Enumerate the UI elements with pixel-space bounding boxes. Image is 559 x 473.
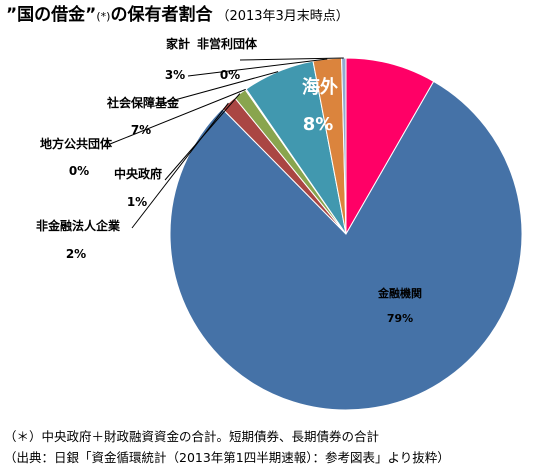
leader-line-shakai-hosho <box>159 71 279 105</box>
slice-label-hikinyu-hojin: 非金融法人企業 <box>36 218 121 233</box>
pie-slice-kaigai <box>345 57 435 236</box>
slice-percent-kaigai: 8% <box>303 114 334 135</box>
slice-percent-hieiri: 0% <box>220 68 240 82</box>
slice-label-kaigai: 海外 <box>302 76 338 98</box>
title-rest: の保有者割合 <box>110 5 213 25</box>
chart-title: ”国の借金”(*)の保有者割合 （2013年3月末時点） <box>6 4 349 28</box>
slice-label-hieiri: 非営利団体 <box>197 36 258 51</box>
pie-chart: 海外 8% 金融機関 79% 非金融法人企業 2% 中央政府 1% 地方公共団体 0% 社会保障基金… <box>36 36 523 411</box>
title-main: ”国の借金” <box>6 5 97 25</box>
leader-line-kakei <box>187 58 328 77</box>
pie-slice-kinyu-kikan <box>169 80 523 411</box>
title-mark: (*) <box>96 10 111 23</box>
slice-label-chiho-kokyo: 地方公共団体 <box>40 136 113 151</box>
slice-percent-kakei: 3% <box>165 68 185 82</box>
slice-percent-hikinyu-hojin: 2% <box>66 247 86 261</box>
footnotes: （＊）中央政府＋財政融資資金の合計。短期債券、長期債券の合計 （出典：日銀「資金… <box>4 426 559 468</box>
slice-percent-kinyu-kikan: 79% <box>387 312 413 325</box>
slice-label-kakei: 家計 <box>166 36 190 51</box>
slice-percent-chuo-seifu: 1% <box>127 195 147 209</box>
title-date: （2013年3月末時点） <box>216 9 349 24</box>
footnote-source: （出典：日銀「資金循環統計（2013年第1四半期速報）：参考図表」より抜粋） <box>4 450 450 465</box>
footnote-definition: （＊）中央政府＋財政融資資金の合計。短期債券、長期債券の合計 <box>4 429 380 444</box>
leader-line-hieiri <box>239 57 344 61</box>
slice-label-chuo-seifu: 中央政府 <box>114 166 162 181</box>
slice-percent-shakai-hosho: 7% <box>131 123 151 137</box>
slice-label-shakai-hosho: 社会保障基金 <box>106 95 180 110</box>
leader-line-chuo-seifu <box>164 93 241 181</box>
leader-line-hikinyu-hojin <box>131 102 229 229</box>
leader-line-chiho-kokyo <box>109 88 246 145</box>
slice-label-kinyu-kikan: 金融機関 <box>377 286 422 300</box>
slice-percent-chiho-kokyo: 0% <box>69 164 89 178</box>
